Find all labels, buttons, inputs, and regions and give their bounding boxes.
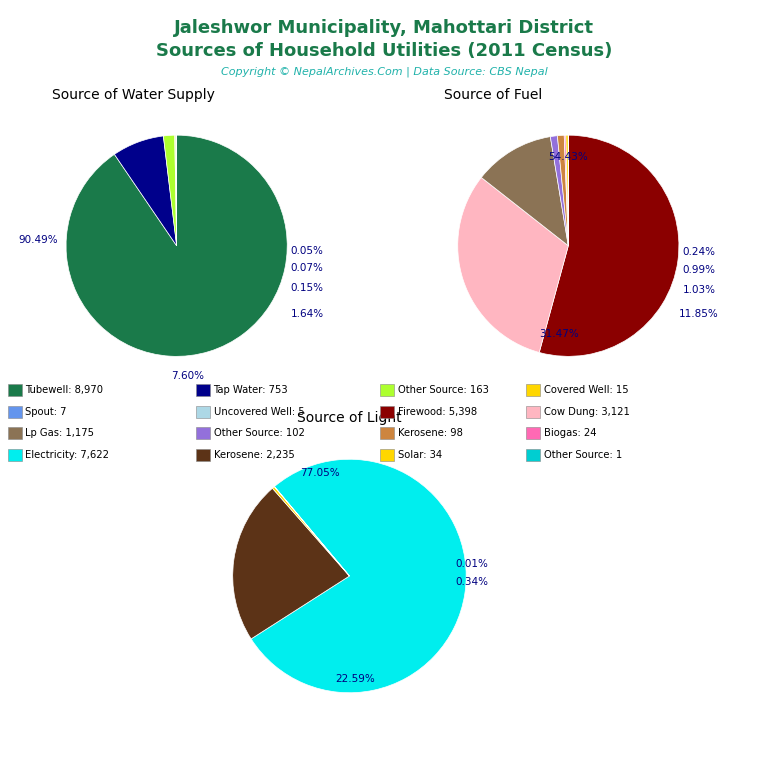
Text: Uncovered Well: 5: Uncovered Well: 5: [214, 406, 304, 417]
Wedge shape: [566, 135, 568, 246]
Text: 54.43%: 54.43%: [548, 152, 588, 162]
Text: 0.05%: 0.05%: [291, 247, 323, 257]
Text: Other Source: 102: Other Source: 102: [214, 428, 304, 439]
Wedge shape: [458, 177, 568, 353]
Wedge shape: [66, 135, 287, 356]
Text: Other Source: 163: Other Source: 163: [398, 385, 488, 396]
Text: Tubewell: 8,970: Tubewell: 8,970: [25, 385, 104, 396]
Wedge shape: [175, 135, 177, 246]
Text: Tap Water: 753: Tap Water: 753: [214, 385, 288, 396]
Text: 7.60%: 7.60%: [171, 371, 204, 381]
Text: Cow Dung: 3,121: Cow Dung: 3,121: [544, 406, 630, 417]
Text: Spout: 7: Spout: 7: [25, 406, 67, 417]
Wedge shape: [482, 137, 568, 246]
Text: 0.15%: 0.15%: [290, 283, 323, 293]
Text: 1.03%: 1.03%: [682, 285, 715, 295]
Text: Copyright © NepalArchives.Com | Data Source: CBS Nepal: Copyright © NepalArchives.Com | Data Sou…: [220, 67, 548, 78]
Wedge shape: [164, 135, 177, 246]
Text: 0.24%: 0.24%: [682, 247, 715, 257]
Wedge shape: [273, 487, 349, 576]
Text: Kerosene: 98: Kerosene: 98: [398, 428, 462, 439]
Text: Jaleshwor Municipality, Mahottari District: Jaleshwor Municipality, Mahottari Distri…: [174, 19, 594, 37]
Text: 0.07%: 0.07%: [291, 263, 323, 273]
Title: Source of Light: Source of Light: [297, 411, 402, 425]
Text: 0.01%: 0.01%: [455, 559, 488, 569]
Wedge shape: [251, 459, 466, 693]
Text: Solar: 34: Solar: 34: [398, 449, 442, 460]
Text: 31.47%: 31.47%: [540, 329, 579, 339]
Text: 22.59%: 22.59%: [336, 674, 375, 684]
Wedge shape: [274, 487, 349, 576]
Text: Covered Well: 15: Covered Well: 15: [544, 385, 628, 396]
Wedge shape: [558, 135, 568, 246]
Text: Biogas: 24: Biogas: 24: [544, 428, 596, 439]
Wedge shape: [539, 135, 679, 356]
Text: 0.34%: 0.34%: [455, 577, 488, 587]
Text: Kerosene: 2,235: Kerosene: 2,235: [214, 449, 294, 460]
Wedge shape: [551, 136, 568, 246]
Text: Source of Water Supply: Source of Water Supply: [52, 88, 215, 102]
Text: Sources of Household Utilities (2011 Census): Sources of Household Utilities (2011 Cen…: [156, 42, 612, 60]
Wedge shape: [114, 136, 177, 246]
Text: 1.64%: 1.64%: [290, 310, 323, 319]
Text: 90.49%: 90.49%: [18, 235, 58, 245]
Wedge shape: [176, 135, 177, 246]
Text: 77.05%: 77.05%: [300, 468, 340, 478]
Text: Other Source: 1: Other Source: 1: [544, 449, 622, 460]
Wedge shape: [564, 135, 568, 246]
Text: Source of Fuel: Source of Fuel: [444, 88, 542, 102]
Wedge shape: [233, 488, 349, 639]
Text: 0.99%: 0.99%: [682, 265, 715, 275]
Text: Firewood: 5,398: Firewood: 5,398: [398, 406, 477, 417]
Text: 11.85%: 11.85%: [679, 310, 719, 319]
Text: Electricity: 7,622: Electricity: 7,622: [25, 449, 109, 460]
Text: Lp Gas: 1,175: Lp Gas: 1,175: [25, 428, 94, 439]
